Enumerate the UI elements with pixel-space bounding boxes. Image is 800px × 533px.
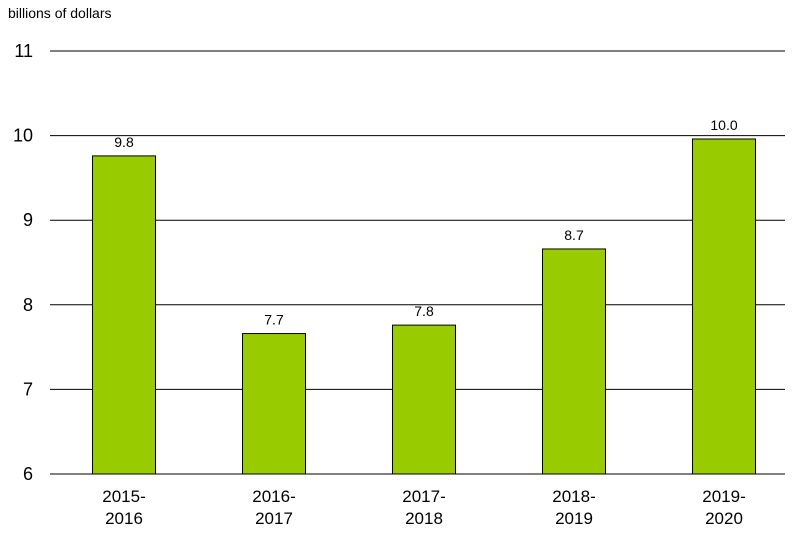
x-tick-label-line: 2018 xyxy=(405,509,443,528)
x-tick-label-line: 2017 xyxy=(255,509,293,528)
bars xyxy=(92,138,756,475)
x-tick-label-line: 2016- xyxy=(252,487,295,506)
data-label: 10.0 xyxy=(710,117,737,133)
x-tick-label-line: 2016 xyxy=(105,509,143,528)
x-tick-label: 2019- 2020 xyxy=(702,487,745,528)
data-label: 9.8 xyxy=(114,134,134,150)
y-tick-labels: 6 7 8 9 10 11 xyxy=(13,41,33,484)
x-tick-label-line: 2019- xyxy=(702,487,745,506)
bar xyxy=(92,155,156,475)
x-tick-label: 2015- 2016 xyxy=(102,487,145,528)
data-label: 7.8 xyxy=(414,303,434,319)
y-tick-label: 10 xyxy=(13,126,33,146)
x-tick-label-line: 2019 xyxy=(555,509,593,528)
bar xyxy=(542,248,606,475)
y-tick-label: 11 xyxy=(14,41,33,61)
bar xyxy=(692,138,756,475)
y-tick-label: 8 xyxy=(23,295,33,315)
data-label: 7.7 xyxy=(264,312,284,328)
x-tick-label: 2016- 2017 xyxy=(252,487,295,528)
x-tick-labels: 2015- 2016 2016- 2017 2017- 2018 2018- 2019 2019… xyxy=(102,487,745,528)
x-tick-label-line: 2017- xyxy=(402,487,445,506)
x-tick-label-line: 2015- xyxy=(102,487,145,506)
y-tick-label: 6 xyxy=(23,464,33,484)
gridlines xyxy=(50,50,785,475)
data-labels: 9.8 7.7 7.8 8.7 10.0 xyxy=(114,117,738,328)
bar xyxy=(392,324,456,475)
x-tick-label-line: 2020 xyxy=(705,509,743,528)
x-tick-label-line: 2018- xyxy=(552,487,595,506)
y-axis-unit-label: billions of dollars xyxy=(8,5,112,21)
bar xyxy=(242,333,306,475)
x-tick-label: 2017- 2018 xyxy=(402,487,445,528)
x-tick-label: 2018- 2019 xyxy=(552,487,595,528)
y-tick-label: 9 xyxy=(23,210,33,230)
data-label: 8.7 xyxy=(564,227,584,243)
y-tick-label: 7 xyxy=(23,379,33,399)
